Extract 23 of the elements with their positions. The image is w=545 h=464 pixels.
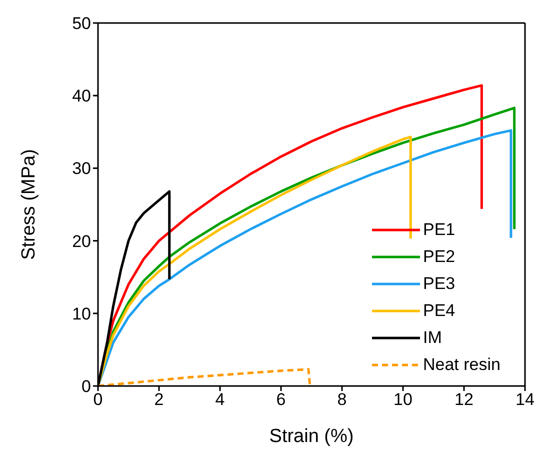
legend-label: PE1 xyxy=(423,220,456,240)
y-axis-title: Stress (MPa) xyxy=(18,149,40,260)
legend-label: PE4 xyxy=(423,300,456,320)
legend-label: Neat resin xyxy=(423,354,500,374)
y-tick-label: 30 xyxy=(72,159,91,178)
y-tick-label: 50 xyxy=(72,14,91,34)
x-axis-title: Strain (%) xyxy=(269,426,354,447)
x-tick-label: 8 xyxy=(337,390,347,410)
y-tick-label: 10 xyxy=(72,304,91,324)
x-tick-label: 2 xyxy=(154,390,164,410)
y-tick-label: 20 xyxy=(72,232,91,251)
x-tick-label: 10 xyxy=(394,390,412,410)
x-tick-label: 4 xyxy=(215,390,225,410)
x-tick-label: 6 xyxy=(276,390,286,410)
x-tick-label: 0 xyxy=(93,390,103,410)
y-tick-label: 0 xyxy=(82,377,91,396)
legend-label: IM xyxy=(423,328,442,348)
x-tick-label: 12 xyxy=(454,390,474,410)
x-tick-label: 14 xyxy=(516,390,534,410)
legend-label: PE2 xyxy=(423,246,456,266)
y-tick-label: 40 xyxy=(72,86,91,106)
legend-label: PE3 xyxy=(423,274,456,294)
line-series xyxy=(98,368,312,386)
